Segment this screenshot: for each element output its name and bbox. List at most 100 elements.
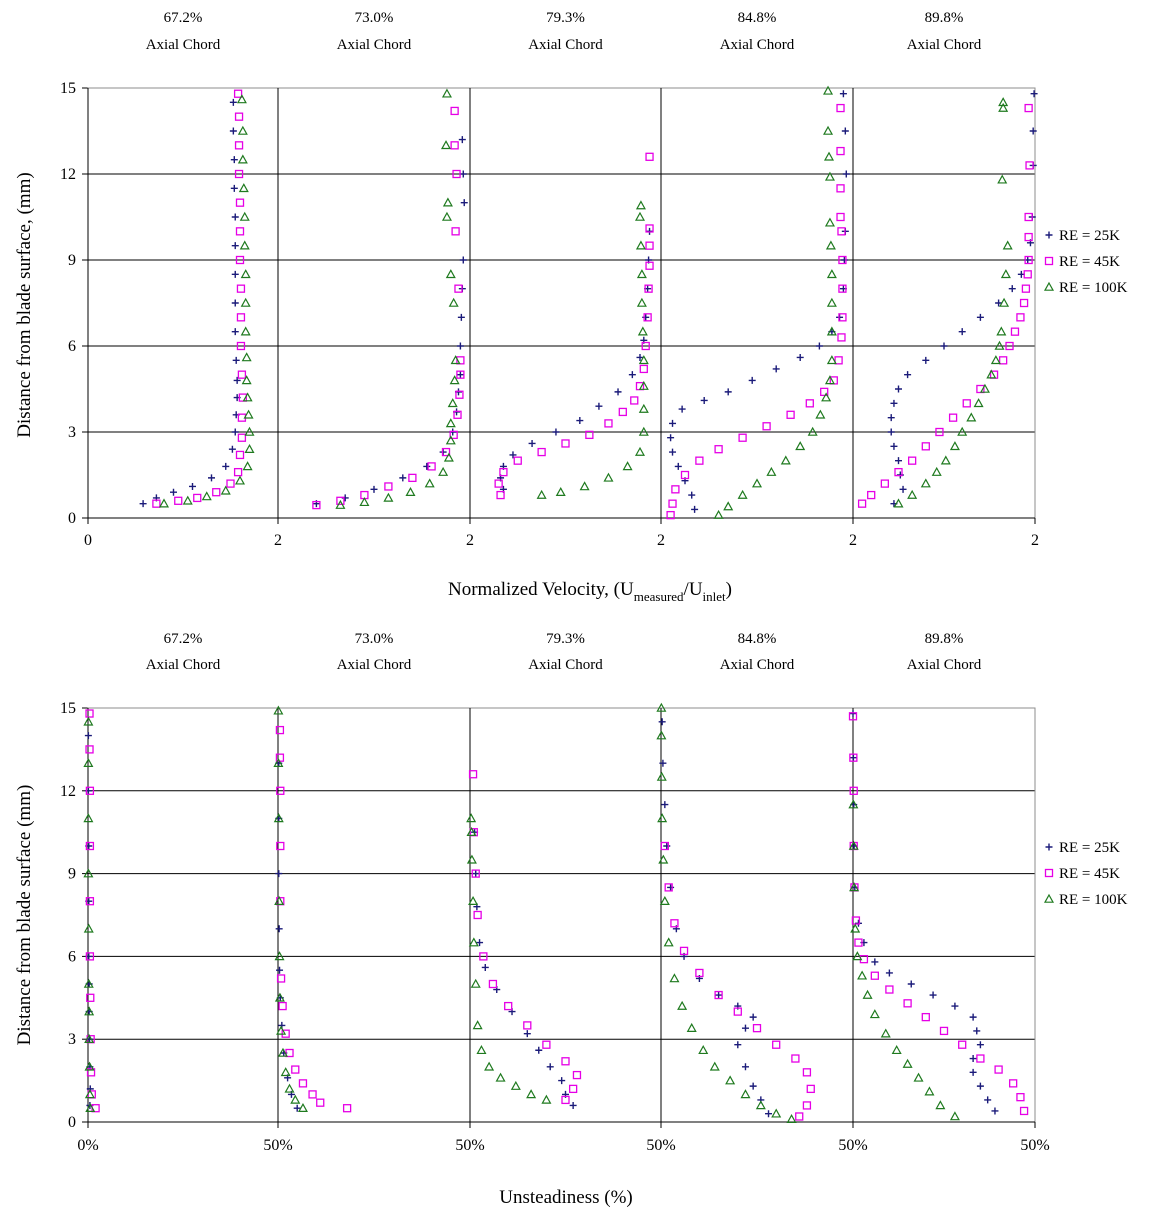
panel-frame (469, 87, 662, 519)
data-series (466, 813, 552, 1104)
data-point (236, 341, 246, 351)
data-point (841, 127, 849, 135)
data-point (273, 813, 284, 823)
panel-title-chord: Axial Chord (337, 657, 412, 673)
data-point (766, 466, 777, 476)
data-point (924, 1086, 935, 1096)
data-point (83, 978, 94, 988)
data-point (604, 419, 613, 428)
y-tick-label: 3 (68, 424, 76, 441)
panel-title-percent: 89.8% (925, 631, 964, 647)
data-series (713, 85, 837, 519)
data-point (663, 937, 674, 947)
data-point (447, 398, 458, 408)
data-point (222, 462, 230, 470)
data-point (824, 375, 835, 385)
data-point (657, 813, 668, 823)
data-point (838, 313, 847, 322)
data-point (285, 1048, 294, 1058)
data-point (316, 1098, 325, 1107)
top-row-velocity: 0 3 6 9 12 15 67.2% Axial Chord 0 73.0% Axial Chor… (60, 10, 1039, 549)
x-tick-label: 50% (263, 1137, 292, 1154)
data-point (749, 1082, 757, 1090)
data-point (342, 1104, 352, 1113)
data-point (671, 485, 680, 494)
panel-title-chord: Axial Chord (720, 37, 795, 53)
x-tick-label: 2 (274, 532, 282, 549)
data-point (158, 498, 170, 508)
data-point (737, 489, 748, 499)
data-point (772, 1040, 781, 1049)
data-point (1009, 1079, 1018, 1088)
data-point (541, 1094, 552, 1104)
data-point (240, 269, 251, 279)
data-point (488, 979, 498, 989)
data-point (479, 952, 488, 961)
legend-label: RE = 25K (1059, 840, 1120, 856)
data-point (542, 1040, 551, 1049)
data-point (686, 1022, 697, 1032)
data-point (658, 718, 666, 726)
data-point (537, 447, 546, 457)
data-point (220, 485, 231, 495)
data-point (275, 925, 283, 933)
data-point (449, 375, 460, 385)
data-point (459, 256, 467, 264)
data-point (695, 968, 704, 978)
data-point (496, 490, 505, 500)
x-tick-label: 2 (657, 532, 665, 549)
data-point (85, 952, 95, 961)
data-point (1030, 90, 1038, 98)
panel-frame (87, 707, 279, 1123)
data-point (234, 112, 244, 121)
data-point (561, 439, 570, 448)
x-tick-label: 50% (838, 1137, 867, 1154)
bottom-y-axis-title: Distance from blade surface (mm) (14, 785, 35, 1046)
data-point (1024, 232, 1033, 242)
data-point (293, 1104, 301, 1112)
y-tick-label: 9 (68, 252, 76, 269)
panel-title-chord: Axial Chord (907, 37, 982, 53)
data-point (83, 868, 94, 878)
data-point (308, 1090, 317, 1099)
data-point (991, 1107, 999, 1115)
data-point (824, 217, 835, 227)
data-point (280, 1067, 291, 1077)
data-point (455, 390, 464, 399)
data-point (849, 786, 858, 795)
data-point (815, 342, 823, 350)
data-point (399, 474, 407, 482)
data-series (335, 88, 461, 509)
data-point (842, 170, 850, 178)
panel-frame (277, 87, 471, 519)
data-point (445, 435, 456, 445)
x-tick-label: 0 (84, 532, 92, 549)
data-point (460, 199, 468, 207)
x-tick-label: 2 (1031, 532, 1039, 549)
data-point (383, 492, 394, 502)
data-point (1010, 327, 1020, 336)
panel-title-chord: Axial Chord (528, 37, 603, 53)
legend-marker (1044, 256, 1054, 266)
data-point (85, 841, 95, 851)
data-point (484, 1061, 495, 1071)
data-point (893, 498, 904, 508)
panel-title-percent: 73.0% (355, 631, 394, 647)
data-point (535, 1046, 543, 1054)
data-point (848, 712, 858, 721)
data-point (976, 1082, 984, 1090)
data-point (848, 799, 859, 809)
data-point (1016, 313, 1025, 322)
data-point (275, 725, 285, 735)
data-point (513, 456, 522, 465)
data-point (509, 451, 517, 459)
data-point (468, 895, 479, 905)
panel-frame (660, 87, 854, 519)
data-point (618, 407, 627, 417)
data-point (1023, 270, 1032, 279)
data-point (471, 869, 480, 878)
data-point (84, 1033, 95, 1043)
data-point (802, 1068, 812, 1077)
legend-label: RE = 25K (1059, 228, 1120, 244)
data-point (468, 937, 479, 947)
